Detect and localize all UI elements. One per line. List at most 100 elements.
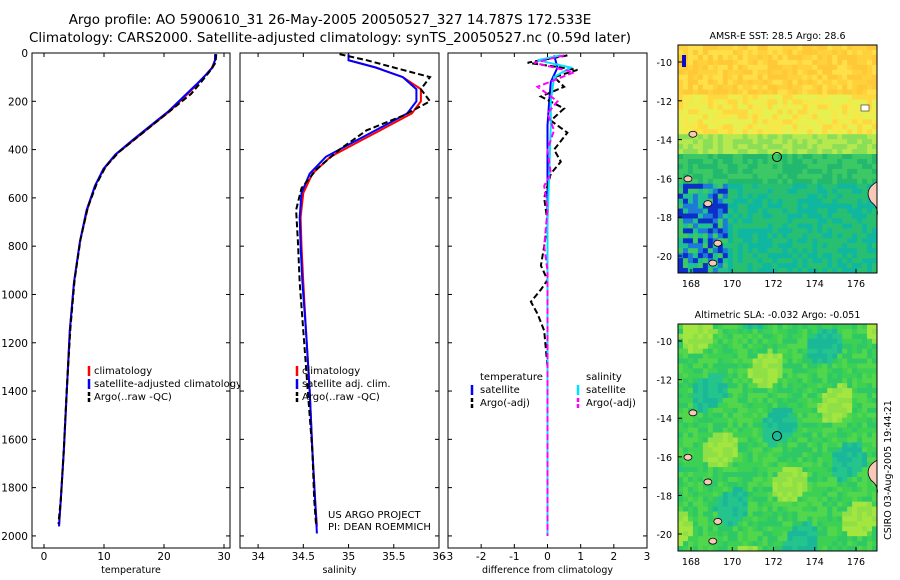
map-cell <box>787 268 793 274</box>
map-cell <box>837 472 843 478</box>
map-cell <box>737 417 744 424</box>
map-cell <box>767 154 773 160</box>
map-cell <box>872 442 878 448</box>
map-cell <box>742 432 749 438</box>
map-cell <box>852 134 858 140</box>
map-cell <box>757 442 763 448</box>
map-cell <box>832 223 838 229</box>
map-cell <box>832 467 838 473</box>
map-cell <box>867 134 873 140</box>
map-cell <box>762 69 768 76</box>
map-cell <box>702 343 709 350</box>
map-cell <box>767 268 773 274</box>
map-cell <box>792 536 798 542</box>
map-cell <box>862 491 868 498</box>
map-cell <box>702 422 709 429</box>
map-cell <box>812 412 818 419</box>
map-cell <box>837 119 843 125</box>
map-cell <box>872 94 878 100</box>
map-cell <box>777 407 783 414</box>
map-cell <box>802 64 808 71</box>
map-cell <box>812 333 818 340</box>
map-cell <box>707 233 714 239</box>
map-cell <box>847 129 853 135</box>
map-cell <box>762 129 768 135</box>
map-cell <box>852 129 858 135</box>
map-cell <box>842 333 848 340</box>
map-cell <box>827 149 833 155</box>
map-cell <box>732 74 739 81</box>
map-cell <box>687 114 694 120</box>
map-cell <box>722 541 729 547</box>
map-cell <box>872 358 878 364</box>
map-cell <box>827 218 833 224</box>
map-cell <box>737 104 744 110</box>
map-cell <box>857 268 863 274</box>
x-tick-label: 168 <box>682 279 700 290</box>
map-cell <box>842 59 848 66</box>
map-cell <box>812 213 818 219</box>
map-cell <box>727 398 734 404</box>
map-cell <box>717 144 724 150</box>
map-cell <box>772 178 778 185</box>
map-cell <box>752 168 759 175</box>
map-cell <box>727 467 734 473</box>
map-cell <box>862 268 868 274</box>
map-cell <box>767 462 773 468</box>
map-cell <box>692 94 699 100</box>
map-cell <box>722 348 729 354</box>
map-cell <box>817 432 823 438</box>
map-cell <box>857 198 863 205</box>
map-cell <box>842 324 848 330</box>
map-cell <box>752 348 759 354</box>
map-cell <box>807 546 813 552</box>
map-cell <box>737 188 744 195</box>
map-cell <box>807 343 813 350</box>
map-cell <box>807 407 813 414</box>
map-cell <box>797 243 803 249</box>
map-cell <box>827 358 833 364</box>
map-cell <box>797 154 803 160</box>
map-cell <box>862 99 868 105</box>
map-cell <box>807 417 813 424</box>
map-cell <box>762 198 768 205</box>
map-cell <box>697 496 704 503</box>
map-cell <box>747 248 754 254</box>
map-cell <box>807 79 813 86</box>
map-cell <box>777 491 783 498</box>
map-cell <box>827 481 833 488</box>
map-cell <box>767 496 773 503</box>
map-cell <box>707 516 714 522</box>
map-cell <box>747 263 754 269</box>
map-cell <box>712 253 719 259</box>
map-cell <box>792 208 798 214</box>
map-cell <box>762 526 768 532</box>
map-cell <box>827 163 833 170</box>
map-cell <box>872 124 878 130</box>
map-cell <box>697 393 704 399</box>
map-cell <box>727 388 734 394</box>
map-cell <box>732 328 739 335</box>
map-cell <box>697 546 704 552</box>
map-cell <box>797 94 803 100</box>
map-cell <box>777 506 783 512</box>
map-cell <box>742 388 749 394</box>
map-cell <box>692 59 699 66</box>
map-cell <box>732 69 739 76</box>
map-cell <box>712 402 719 409</box>
map-cell <box>678 178 684 185</box>
map-cell <box>747 358 754 364</box>
map-cell <box>812 363 818 369</box>
map-cell <box>717 447 724 453</box>
map-cell <box>752 531 759 537</box>
map-cell <box>782 467 788 473</box>
map-cell <box>742 114 749 120</box>
map-cell <box>822 378 828 384</box>
map-cell <box>742 343 749 350</box>
map-cell <box>867 99 873 105</box>
map-cell <box>682 258 689 264</box>
map-cell <box>852 178 858 185</box>
map-cell <box>847 398 853 404</box>
map-cell <box>732 511 739 517</box>
map-cell <box>707 486 714 493</box>
